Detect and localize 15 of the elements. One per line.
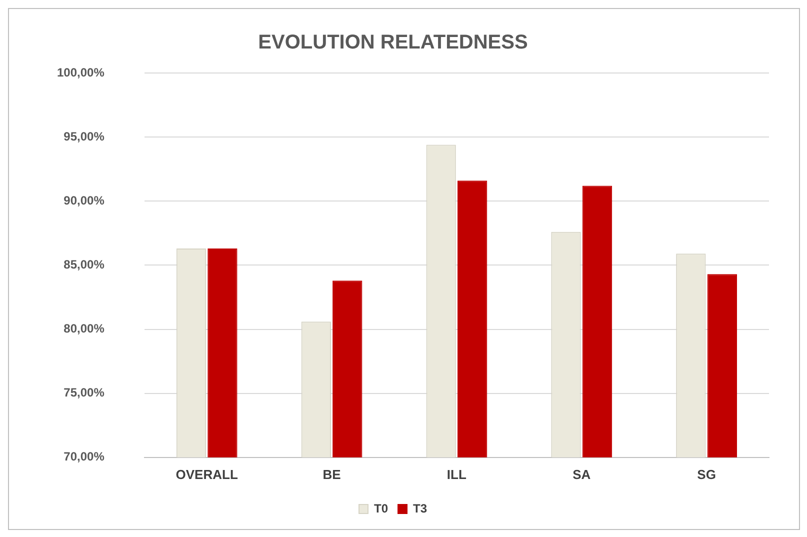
x-tick-label: SG <box>697 466 716 482</box>
y-tick-label: 85,00% <box>64 258 105 272</box>
y-tick-label: 90,00% <box>64 193 105 208</box>
legend-label: T3 <box>413 501 428 516</box>
x-tick-label: ILL <box>446 466 466 482</box>
chart-title: EVOLUTION RELATEDNESS <box>258 32 528 54</box>
y-tick-label: 95,00% <box>64 129 105 144</box>
x-tick-label: BE <box>322 466 342 482</box>
x-tick-label: OVERALL <box>176 466 238 482</box>
x-tick-label: SA <box>572 466 592 482</box>
y-tick-label: 100,00% <box>57 65 105 80</box>
y-tick-label: 70,00% <box>64 450 105 464</box>
y-tick-label: 75,00% <box>64 386 105 400</box>
legend-label: T0 <box>374 501 388 516</box>
y-tick-label: 80,00% <box>64 322 105 336</box>
